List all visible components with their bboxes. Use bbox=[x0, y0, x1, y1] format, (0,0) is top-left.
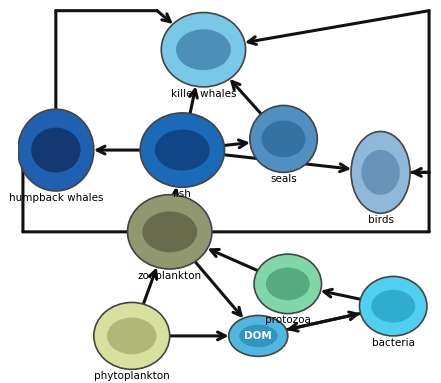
Ellipse shape bbox=[351, 131, 410, 213]
Ellipse shape bbox=[155, 129, 210, 170]
Text: killer whales: killer whales bbox=[171, 89, 236, 99]
Text: phytoplankton: phytoplankton bbox=[94, 371, 170, 381]
Ellipse shape bbox=[18, 109, 94, 191]
Ellipse shape bbox=[361, 150, 400, 195]
Text: humpback whales: humpback whales bbox=[8, 193, 103, 203]
Ellipse shape bbox=[94, 303, 170, 369]
Ellipse shape bbox=[371, 290, 415, 322]
Ellipse shape bbox=[31, 128, 81, 173]
Ellipse shape bbox=[176, 29, 231, 70]
Ellipse shape bbox=[140, 113, 224, 187]
Ellipse shape bbox=[262, 121, 306, 157]
Ellipse shape bbox=[161, 13, 246, 87]
Ellipse shape bbox=[229, 316, 288, 356]
Text: DOM: DOM bbox=[244, 331, 272, 341]
Ellipse shape bbox=[239, 325, 277, 347]
Ellipse shape bbox=[142, 211, 197, 252]
Text: bacteria: bacteria bbox=[372, 338, 415, 348]
Ellipse shape bbox=[127, 195, 212, 269]
Text: zooplankton: zooplankton bbox=[138, 271, 202, 281]
Text: birds: birds bbox=[367, 215, 393, 225]
Text: fish: fish bbox=[173, 189, 192, 199]
Ellipse shape bbox=[359, 277, 427, 336]
Text: protozoa: protozoa bbox=[265, 316, 311, 326]
Ellipse shape bbox=[254, 254, 321, 314]
Text: seals: seals bbox=[270, 174, 297, 184]
Ellipse shape bbox=[107, 318, 157, 354]
Ellipse shape bbox=[266, 267, 310, 300]
Ellipse shape bbox=[250, 105, 318, 172]
